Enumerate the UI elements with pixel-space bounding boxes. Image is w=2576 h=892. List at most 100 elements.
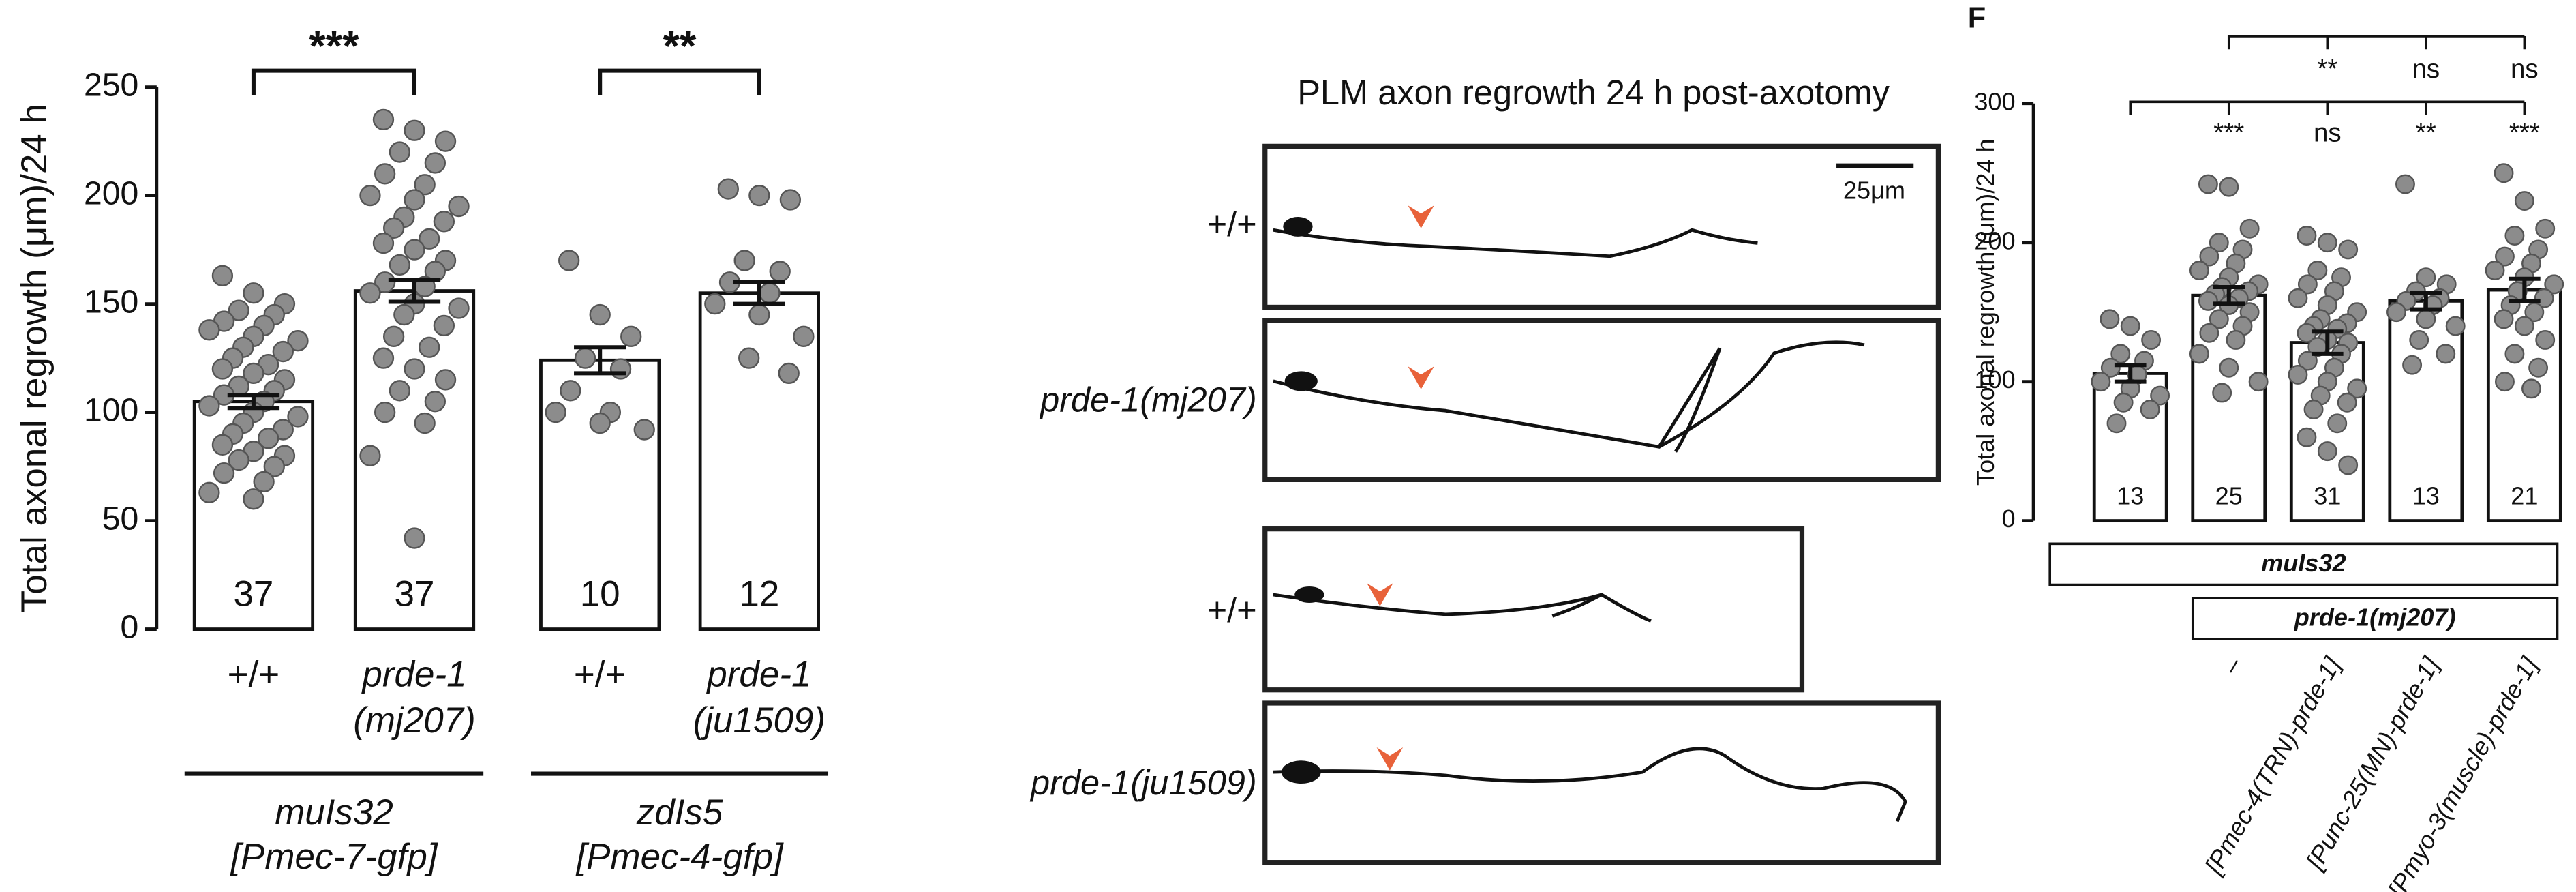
data-point xyxy=(382,217,405,239)
data-point xyxy=(419,228,440,250)
data-point xyxy=(2338,455,2359,475)
image-label: +/+ xyxy=(1207,591,1257,629)
data-point xyxy=(560,380,581,402)
data-point xyxy=(2100,309,2120,329)
count-label: 13 xyxy=(2117,481,2144,509)
data-point xyxy=(213,462,235,484)
data-point xyxy=(2288,365,2308,385)
group-label: [Pmec-7-gfp] xyxy=(229,837,438,877)
data-point xyxy=(748,303,770,326)
data-point xyxy=(211,265,234,286)
significance-bracket xyxy=(2129,100,2526,115)
data-point xyxy=(448,195,470,218)
y-tick-label: 250 xyxy=(84,66,138,103)
data-point xyxy=(419,336,440,358)
data-point xyxy=(738,347,760,369)
data-point xyxy=(2110,344,2131,364)
data-point xyxy=(2436,344,2456,364)
data-point xyxy=(243,362,264,385)
image-label: prde-1(ju1509) xyxy=(1029,763,1257,802)
significance-bracket xyxy=(2227,35,2526,50)
count-label: 12 xyxy=(739,574,779,614)
data-point xyxy=(2338,239,2359,260)
data-point xyxy=(2297,427,2317,447)
data-point xyxy=(2494,246,2515,267)
data-point xyxy=(272,340,294,363)
data-point xyxy=(2219,177,2239,197)
data-point xyxy=(778,362,800,385)
data-point xyxy=(389,141,410,163)
significance-bracket xyxy=(251,68,417,95)
data-point xyxy=(374,401,396,423)
y-tick-label: 100 xyxy=(1974,366,2015,393)
data-point xyxy=(2528,357,2549,378)
micrograph-title: PLM axon regrowth 24 h post-axotomy xyxy=(1297,73,1890,112)
error-bar xyxy=(2114,363,2147,384)
data-point xyxy=(2485,261,2505,280)
data-point xyxy=(2514,316,2534,336)
x-tick-label: +/+ xyxy=(574,654,626,694)
data-point xyxy=(2297,351,2318,371)
image-label: +/+ xyxy=(1207,205,1257,243)
genotype-label: prde-1(mj207) xyxy=(2294,604,2456,631)
count-label: 10 xyxy=(580,574,620,614)
data-point xyxy=(574,347,596,369)
data-point xyxy=(589,303,611,326)
data-point xyxy=(704,293,726,315)
y-tick-label: 0 xyxy=(121,608,139,645)
data-point xyxy=(359,282,381,304)
data-point xyxy=(2219,357,2239,378)
x-tick-label: – xyxy=(2216,652,2248,679)
data-point xyxy=(2544,274,2564,295)
data-point xyxy=(228,449,249,471)
data-point xyxy=(2248,372,2269,392)
x-tick-label: prde-1 xyxy=(361,654,466,694)
data-point xyxy=(2409,330,2429,350)
data-point xyxy=(448,297,470,319)
x-tick-label: prde-1 xyxy=(706,654,811,694)
significance-label: ns xyxy=(2314,119,2342,148)
data-point xyxy=(769,261,791,282)
data-point xyxy=(2297,274,2318,295)
count-label: 37 xyxy=(395,574,435,614)
data-point xyxy=(414,412,436,434)
significance-label: ns xyxy=(2511,55,2539,84)
data-point xyxy=(779,189,802,211)
data-point xyxy=(372,232,395,254)
panel-letter: F xyxy=(1968,1,1986,34)
data-point xyxy=(389,380,410,402)
data-point xyxy=(2141,330,2162,350)
data-point xyxy=(2150,385,2170,406)
data-point xyxy=(2317,441,2337,462)
data-point xyxy=(287,406,309,428)
data-point xyxy=(2504,344,2525,364)
data-point xyxy=(414,174,436,196)
significance-label: ** xyxy=(2416,119,2436,148)
data-point xyxy=(211,358,234,380)
data-point xyxy=(2494,163,2514,183)
data-point xyxy=(2524,302,2545,323)
group-label: [Pmec-4-gfp] xyxy=(575,837,784,877)
data-point xyxy=(609,358,632,380)
y-tick-label: 300 xyxy=(1974,87,2015,115)
data-point xyxy=(2189,261,2209,280)
significance-label: *** xyxy=(2509,119,2540,148)
data-point xyxy=(620,325,642,347)
data-point xyxy=(2199,323,2219,343)
data-point xyxy=(2198,174,2218,194)
data-point xyxy=(198,481,220,503)
y-tick-label: 150 xyxy=(84,283,138,320)
group-label: zdIs5 xyxy=(636,792,723,833)
genotype-box xyxy=(2191,597,2559,640)
data-point xyxy=(2212,383,2232,403)
arrowheads xyxy=(1367,205,1434,771)
data-point xyxy=(2307,261,2328,280)
data-point xyxy=(2317,233,2337,253)
data-point xyxy=(2140,399,2160,419)
data-point xyxy=(2106,413,2127,434)
data-point xyxy=(374,163,396,185)
data-point xyxy=(257,428,279,449)
data-point xyxy=(359,445,381,466)
data-point xyxy=(243,282,264,304)
significance-label: ns xyxy=(2412,55,2440,84)
